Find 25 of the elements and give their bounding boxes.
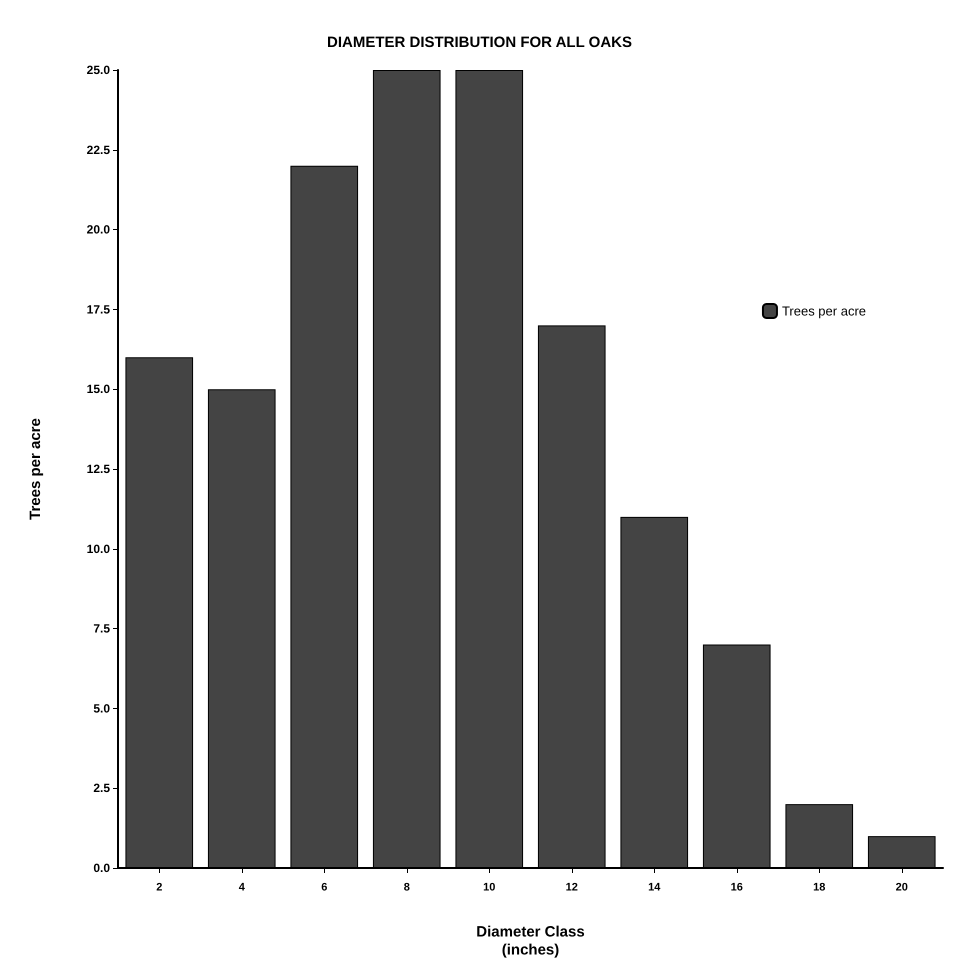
y-tick-label: 12.5 (86, 462, 110, 476)
x-tick-label: 10 (483, 882, 496, 894)
y-tick-label: 10.0 (86, 542, 110, 556)
y-tick-label: 7.5 (93, 622, 110, 636)
x-tick-label: 14 (648, 882, 662, 894)
x-tick-label: 20 (896, 882, 908, 894)
y-axis-title: Trees per acre (27, 418, 44, 520)
x-tick-label: 8 (404, 882, 410, 894)
y-tick-label: 25.0 (86, 63, 110, 77)
x-tick-label: 6 (321, 882, 328, 894)
y-tick-label: 15.0 (86, 382, 110, 396)
chart-title: DIAMETER DISTRIBUTION FOR ALL OAKS (327, 34, 632, 51)
x-tick-label: 4 (238, 882, 246, 894)
y-tick-label: 5.0 (93, 701, 110, 716)
y-tick-label: 17.5 (86, 302, 110, 316)
x-tick-label: 16 (730, 882, 743, 894)
x-tick-label: 2 (156, 882, 162, 894)
legend-label: Trees per acre (782, 304, 866, 318)
x-tick-label: 12 (566, 882, 578, 894)
x-tick-label: 18 (813, 882, 826, 894)
y-tick-label: 20.0 (86, 222, 110, 237)
y-tick-label: 22.5 (86, 142, 110, 157)
x-axis-title: Diameter Class (inches) (476, 924, 585, 958)
y-tick-label: 0.0 (93, 861, 110, 875)
y-tick-label: 2.5 (93, 781, 110, 796)
